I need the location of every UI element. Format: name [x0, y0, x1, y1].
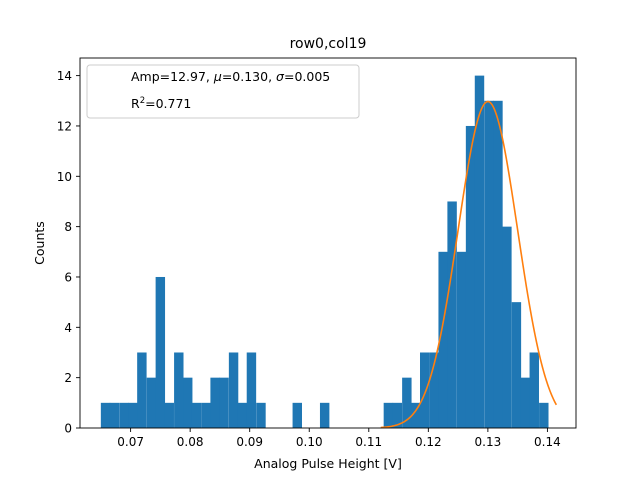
y-tick-label: 2	[64, 371, 72, 385]
histogram-bar	[502, 226, 512, 428]
histogram-bar	[228, 352, 239, 428]
histogram-bar	[292, 402, 302, 428]
x-tick-label: 0.14	[534, 435, 561, 449]
histogram-bar	[155, 276, 166, 428]
gaussian-fit-curve	[380, 100, 558, 429]
histogram-bar	[137, 352, 147, 428]
histogram-bar	[174, 352, 184, 428]
x-axis-ticks: 0.07 0.08 0.09 0.10 0.11 0.12 0.13 0.14	[117, 428, 561, 449]
histogram-bar	[319, 402, 330, 428]
histogram-bar	[201, 402, 211, 428]
x-tick-label: 0.11	[355, 435, 382, 449]
x-tick-label: 0.13	[475, 435, 502, 449]
histogram-bar	[219, 377, 229, 428]
histogram-bar	[438, 251, 448, 428]
histogram-bar	[511, 302, 522, 428]
y-axis-ticks: 0 2 4 6 8 10 12 14	[57, 69, 80, 436]
plot-frame	[79, 57, 577, 429]
histogram-bar	[146, 377, 157, 428]
histogram-bar	[119, 402, 129, 428]
y-tick-label: 0	[64, 422, 72, 436]
y-tick-label: 10	[57, 170, 72, 184]
legend-entry-r-squared: R2=0.771	[131, 96, 191, 111]
histogram-bar	[520, 377, 531, 428]
histogram-bar	[237, 402, 248, 428]
histogram-bar	[474, 75, 485, 429]
histogram-bar	[109, 402, 120, 428]
histogram-bar	[529, 352, 539, 428]
histogram-bar	[100, 402, 111, 428]
y-tick-label: 8	[64, 220, 72, 234]
histogram-bar	[246, 352, 257, 428]
histogram-bars	[100, 75, 549, 429]
x-tick-label: 0.10	[296, 435, 323, 449]
histogram-bar	[456, 251, 467, 428]
histogram-bar	[392, 402, 403, 428]
histogram-bar	[383, 402, 394, 428]
histogram-bar	[420, 352, 430, 428]
histogram-bar	[128, 402, 138, 428]
x-tick-label: 0.08	[177, 435, 204, 449]
histogram-bar	[256, 402, 266, 428]
histogram-bar	[183, 377, 193, 428]
y-tick-label: 6	[64, 270, 72, 284]
x-tick-label: 0.09	[236, 435, 263, 449]
x-tick-label: 0.07	[117, 435, 144, 449]
y-tick-label: 4	[64, 321, 72, 335]
y-axis-label: Counts	[32, 221, 47, 265]
legend-box	[86, 64, 360, 119]
y-tick-label: 12	[57, 119, 72, 133]
histogram-bar	[484, 100, 494, 428]
histogram-bar	[447, 201, 457, 428]
x-axis-label: Analog Pulse Height [V]	[254, 456, 402, 471]
legend-entry-fit-params: Amp=12.97, μ=0.130, σ=0.005	[131, 69, 330, 84]
x-tick-label: 0.12	[415, 435, 442, 449]
chart-title: row0,col19	[290, 36, 367, 52]
histogram-bar	[402, 377, 412, 428]
histogram-bar	[210, 377, 220, 428]
histogram-bar	[465, 125, 476, 429]
histogram-bar	[539, 402, 549, 428]
histogram-bar	[411, 402, 421, 428]
histogram-bar	[429, 352, 439, 428]
histogram-bar	[191, 402, 202, 428]
legend: Amp=12.97, μ=0.130, σ=0.005 R2=0.771	[86, 64, 360, 119]
histogram-bar	[493, 100, 503, 428]
histogram-bar	[164, 402, 174, 428]
y-tick-label: 14	[57, 69, 72, 83]
